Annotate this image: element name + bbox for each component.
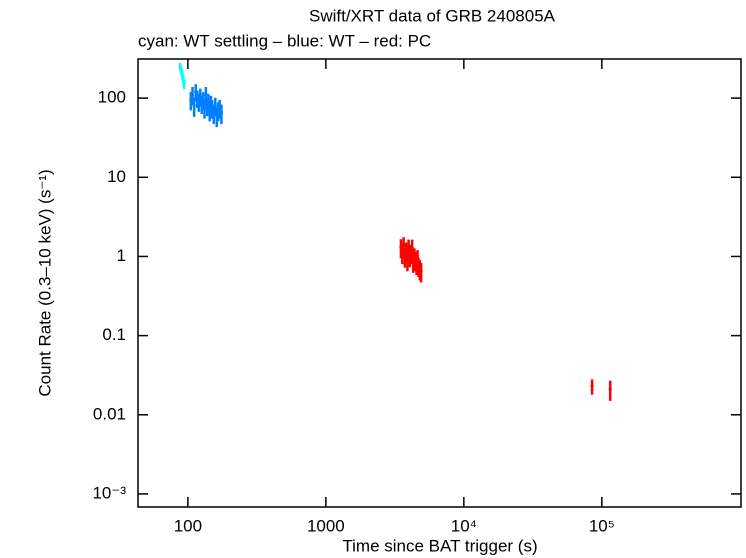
- error-point: [204, 87, 208, 105]
- x-tick-label: 1000: [307, 516, 345, 535]
- x-tick-label: 10⁴: [451, 516, 477, 535]
- data-layer: [178, 62, 612, 401]
- error-point: [402, 237, 406, 255]
- error-point: [213, 97, 217, 117]
- y-tick-label: 10: [107, 167, 126, 186]
- error-point: [419, 262, 423, 283]
- chart-subtitle: cyan: WT settling – blue: WT – red: PC: [138, 31, 431, 50]
- error-point: [219, 104, 223, 125]
- error-point: [182, 79, 186, 90]
- y-tick-label: 0.1: [102, 325, 126, 344]
- error-point: [590, 379, 594, 395]
- y-tick-label: 10⁻³: [92, 483, 126, 502]
- error-point: [608, 380, 612, 401]
- x-tick-label: 10⁵: [589, 516, 615, 535]
- plot-frame: [137, 58, 742, 508]
- error-point: [190, 87, 194, 105]
- y-tick-label: 0.01: [93, 404, 126, 423]
- x-tick-label: 100: [174, 516, 202, 535]
- y-tick-label: 100: [98, 88, 126, 107]
- chart-title: Swift/XRT data of GRB 240805A: [309, 6, 556, 25]
- error-point: [206, 93, 210, 112]
- error-point: [192, 97, 196, 117]
- y-axis-label: Count Rate (0.3–10 keV) (s⁻¹): [35, 169, 54, 396]
- y-tick-label: 1: [117, 246, 126, 265]
- error-point: [203, 99, 207, 119]
- x-axis-label: Time since BAT trigger (s): [342, 536, 537, 555]
